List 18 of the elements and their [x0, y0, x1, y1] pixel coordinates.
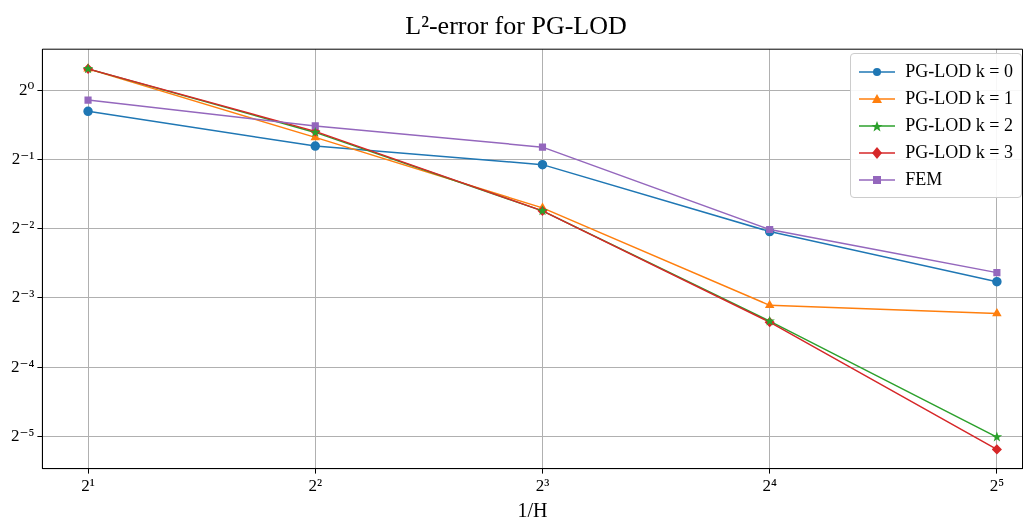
- legend-label: PG-LOD k = 2: [905, 115, 1013, 136]
- legend-label: PG-LOD k = 0: [905, 61, 1013, 82]
- x-tick-label: 2⁵: [989, 476, 1005, 496]
- y-tick-label: 2⁻⁵: [10, 425, 35, 445]
- legend-label: FEM: [905, 169, 943, 190]
- legend-label: PG-LOD k = 3: [905, 142, 1013, 163]
- x-tick-label: 2⁴: [762, 476, 777, 496]
- y-tick-label: 2⁻²: [11, 218, 35, 238]
- chart-title: L²-error for PG-LOD: [405, 11, 627, 41]
- y-tick-label: 2⁻³: [11, 287, 35, 307]
- x-tick-label: 2³: [535, 476, 550, 496]
- x-tick-label: 2¹: [81, 476, 95, 496]
- x-tick-label: 2²: [308, 476, 323, 496]
- x-axis-title: 1/H: [517, 499, 548, 522]
- y-tick-label: 2⁻⁴: [10, 356, 35, 376]
- y-tick-label: 2⁰: [19, 79, 35, 99]
- y-tick-label: 2⁻¹: [11, 148, 35, 168]
- legend-label: PG-LOD k = 1: [905, 88, 1013, 109]
